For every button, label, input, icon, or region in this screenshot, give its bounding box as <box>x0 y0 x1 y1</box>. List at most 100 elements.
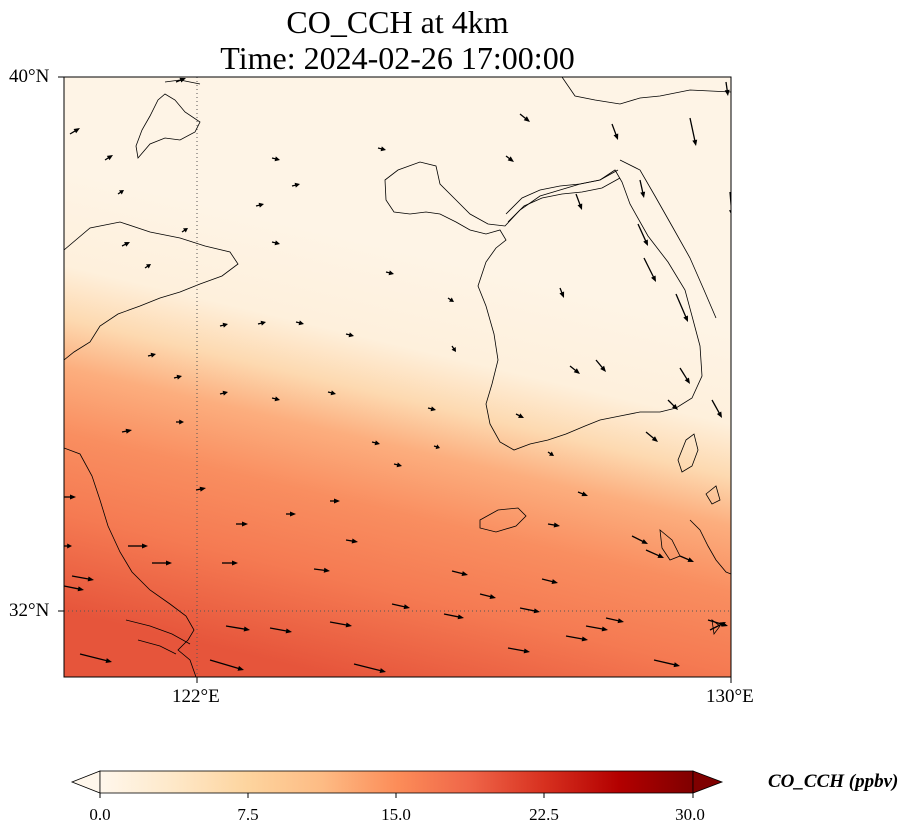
wind-arrow-head <box>651 436 658 442</box>
wind-arrow-shaft <box>595 359 604 370</box>
wind-arrow-shaft <box>353 663 383 672</box>
wind-arrow-shaft <box>645 549 661 557</box>
wind-arrow-head <box>523 648 530 654</box>
colorbar-extend-max <box>692 770 724 794</box>
wind-arrow-head <box>518 413 524 418</box>
wind-arrow-shaft <box>225 625 246 630</box>
wind-arrow-head <box>451 347 456 352</box>
wind-arrow-head <box>146 264 151 269</box>
colorbar-label: CO_CCH (ppbv) <box>768 771 899 792</box>
wind-arrow-head <box>724 89 730 96</box>
lon-tick-130e: 130°E <box>706 686 754 707</box>
wind-arrow-head <box>379 668 386 673</box>
wind-arrow-head <box>617 618 624 624</box>
wind-arrow-head <box>396 462 402 468</box>
wind-arrow-shaft <box>391 603 407 608</box>
lat-tick-32n: 32°N <box>9 600 50 621</box>
wind-arrow-shaft <box>71 575 90 580</box>
wind-arrow-shaft <box>689 117 696 143</box>
wind-arrow-shaft <box>519 607 537 612</box>
wind-arrow-head <box>683 315 688 322</box>
figure-title-line2: Time: 2024-02-26 17:00:00 <box>220 40 575 76</box>
wind-arrow-head <box>581 636 588 642</box>
colorbar-tick-4: 30.0 <box>675 805 705 824</box>
wind-arrow-shaft <box>631 535 645 543</box>
lon-tick-122e: 122°E <box>172 686 220 707</box>
wind-arrow-head <box>489 594 496 599</box>
wind-arrow-head <box>125 428 132 434</box>
wind-arrow-head <box>260 320 266 326</box>
colorbar-extend-min <box>70 770 101 794</box>
wind-arrow-head <box>523 116 530 122</box>
wind-arrow-head <box>150 352 156 358</box>
lat-tick-40n: 40°N <box>9 66 50 87</box>
colorbar-tick-1: 7.5 <box>237 805 259 824</box>
wind-arrow-head <box>388 270 394 276</box>
wind-arrow-head <box>179 419 184 425</box>
wind-arrow-head <box>449 297 454 302</box>
wind-arrow-shaft <box>451 570 465 575</box>
wind-arrow-shaft <box>643 257 655 279</box>
wind-arrow-head <box>119 190 124 195</box>
axis-ticks <box>58 76 732 683</box>
wind-arrow-head <box>684 377 690 384</box>
wind-arrow-head <box>457 614 464 620</box>
wind-arrow-shaft <box>675 293 687 319</box>
wind-arrow-head <box>403 604 410 610</box>
colorbar-tick-2: 15.0 <box>381 805 411 824</box>
wind-arrow-shaft <box>479 593 493 598</box>
wind-arrow-shaft <box>209 659 241 670</box>
wind-arrow-head <box>142 543 148 549</box>
wind-arrow-head <box>461 571 468 576</box>
wind-arrow-head <box>274 240 280 246</box>
wind-arrow-shaft <box>645 431 656 440</box>
wind-arrow-head <box>374 440 380 446</box>
wind-arrow-head <box>105 658 112 663</box>
wind-arrow-head <box>348 332 354 338</box>
wind-arrow-shaft <box>639 179 644 195</box>
wind-arrow-head <box>673 662 680 668</box>
wind-arrow-head <box>323 567 330 573</box>
wind-arrow-shaft <box>443 613 461 618</box>
wind-arrow-head <box>330 390 336 396</box>
wind-arrow-head <box>285 628 292 634</box>
wind-arrow-head <box>183 228 188 233</box>
wind-arrow-shaft <box>679 367 689 381</box>
wind-arrow-shaft <box>585 625 604 630</box>
wind-arrow-shaft <box>565 635 584 640</box>
wind-arrow-head <box>166 560 172 566</box>
wind-arrow-head <box>351 538 358 544</box>
coastlines <box>64 77 731 677</box>
wind-arrow-head <box>435 444 440 450</box>
wind-arrow-head <box>657 553 664 558</box>
colorbar-tick-3: 22.5 <box>529 805 559 824</box>
wind-arrow-head <box>600 365 606 372</box>
wind-arrow-head <box>258 202 264 208</box>
wind-arrow-head <box>222 390 228 396</box>
wind-arrow-shaft <box>269 627 288 632</box>
wind-arrow-head <box>687 557 694 562</box>
wind-arrow-shaft <box>653 659 677 666</box>
concentration-field <box>64 77 731 677</box>
wind-arrow-head <box>692 139 698 146</box>
wind-arrow-shaft <box>575 193 582 207</box>
wind-arrow-head <box>641 539 648 544</box>
wind-vectors <box>64 77 731 673</box>
wind-arrow-head <box>87 576 94 582</box>
wind-arrow-shaft <box>507 647 526 652</box>
wind-arrow-head <box>70 494 76 500</box>
wind-arrow-head <box>243 626 250 632</box>
wind-arrow-head <box>549 451 554 456</box>
wind-arrow-shaft <box>64 585 81 590</box>
wind-arrow-shaft <box>709 623 723 631</box>
wind-arrow-head <box>559 291 565 298</box>
wind-arrow-head <box>222 322 228 328</box>
wind-arrow-head <box>640 191 646 198</box>
colorbar-gradient <box>99 770 694 794</box>
wind-arrow-head <box>643 239 648 246</box>
wind-arrow-head <box>651 275 656 282</box>
wind-arrow-head <box>533 608 540 614</box>
wind-arrow-shaft <box>611 123 618 137</box>
wind-arrow-head <box>199 486 206 492</box>
wind-arrow-head <box>507 156 514 162</box>
